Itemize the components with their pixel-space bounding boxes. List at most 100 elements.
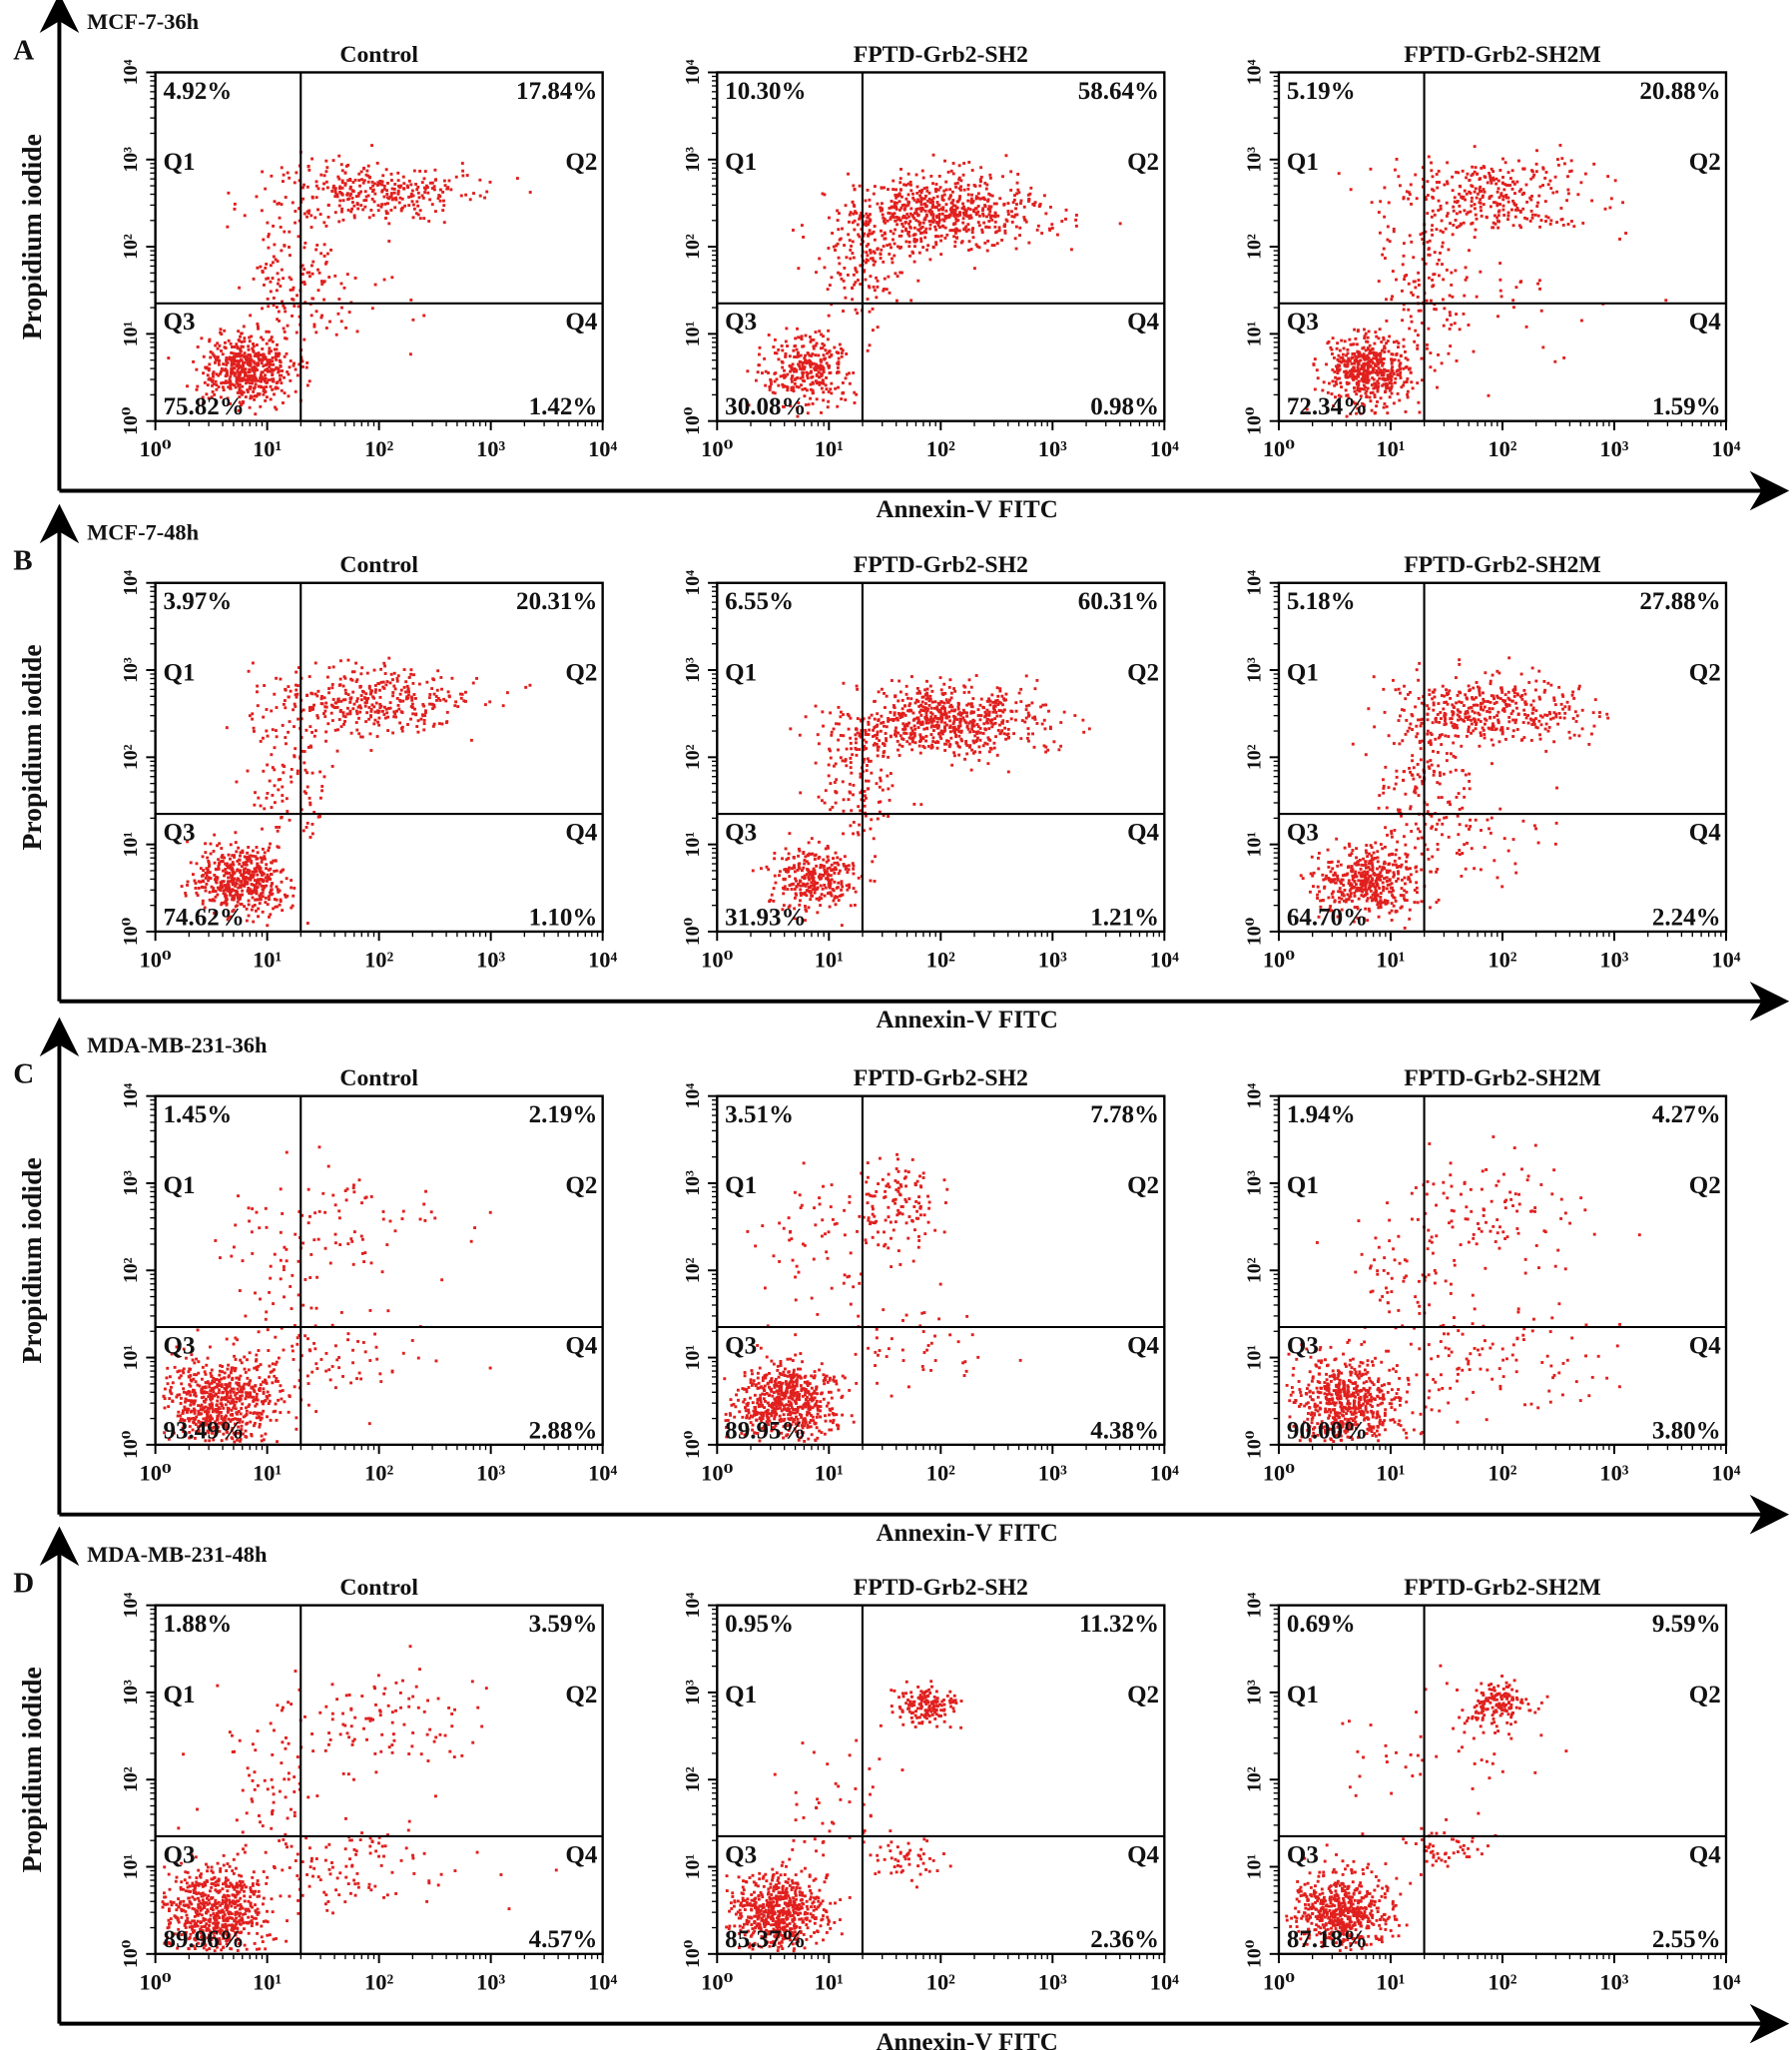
event-dot (235, 352, 239, 355)
event-dot (248, 356, 252, 360)
event-dot (217, 373, 221, 377)
event-dot (436, 696, 440, 700)
event-dot (790, 888, 794, 891)
event-dot (879, 206, 883, 210)
event-dot (784, 340, 788, 343)
event-dot (255, 892, 259, 896)
event-dot (271, 261, 275, 265)
panel-title: FPTD-Grb2-SH2 (854, 552, 1028, 578)
event-dot (943, 236, 947, 240)
y-tick-label: 10¹ (120, 832, 142, 858)
event-dot (1074, 224, 1078, 228)
event-dot (343, 688, 347, 692)
event-dot (981, 212, 985, 216)
event-dot (304, 728, 308, 732)
event-dot (363, 697, 367, 701)
event-dot (199, 867, 203, 871)
event-dot (268, 351, 272, 355)
event-dot (892, 232, 896, 236)
event-dot (869, 879, 873, 883)
event-dot (346, 208, 350, 212)
event-dot (247, 887, 251, 890)
event-dot (1356, 406, 1360, 410)
event-dot (835, 350, 839, 354)
event-dot (301, 186, 304, 190)
event-dot (950, 201, 954, 205)
event-dot (952, 235, 956, 239)
event-dot (343, 171, 347, 175)
event-dot (852, 203, 856, 207)
event-dot (319, 697, 323, 701)
event-dot (1537, 279, 1541, 283)
event-dot (821, 192, 825, 196)
event-dot (882, 260, 886, 264)
event-dot (1416, 334, 1420, 338)
event-dot (315, 714, 319, 718)
event-dot (249, 396, 253, 400)
event-dot (417, 682, 421, 686)
event-dot (1451, 175, 1455, 179)
event-dot (858, 184, 862, 188)
event-dot (249, 353, 252, 357)
event-dot (955, 219, 959, 223)
event-dot (980, 231, 984, 235)
event-dot (225, 898, 229, 902)
event-dot (1352, 365, 1356, 369)
event-dot (409, 183, 413, 187)
event-dot (371, 695, 375, 699)
event-dot (255, 846, 259, 849)
event-dot (338, 683, 342, 687)
event-dot (856, 223, 860, 227)
event-dot (815, 362, 819, 366)
event-dot (447, 694, 451, 698)
event-dot (1351, 352, 1355, 355)
event-dot (276, 202, 280, 206)
event-dot (1468, 178, 1472, 182)
event-dot (418, 169, 422, 173)
event-dot (365, 711, 369, 715)
event-dot (231, 861, 235, 865)
event-dot (950, 705, 954, 709)
event-dot (233, 202, 237, 206)
event-dot (443, 184, 447, 188)
event-dot (290, 906, 294, 910)
event-dot (1534, 162, 1538, 166)
event-dot (402, 182, 406, 186)
event-dot (213, 833, 217, 837)
event-dot (798, 733, 802, 737)
event-dot (235, 850, 239, 854)
event-dot (1014, 225, 1018, 229)
event-dot (790, 883, 794, 887)
event-dot (869, 275, 873, 279)
event-dot (399, 207, 403, 211)
event-dot (292, 298, 296, 302)
event-dot (342, 722, 345, 726)
event-dot (839, 237, 843, 241)
event-dot (890, 257, 894, 261)
event-dot (242, 868, 246, 872)
event-dot (1369, 167, 1373, 171)
event-dot (1014, 247, 1018, 251)
event-dot (873, 238, 877, 242)
event-dot (204, 876, 208, 880)
event-dot (959, 717, 963, 721)
event-dot (1459, 222, 1463, 226)
event-dot (1515, 180, 1519, 184)
event-dot (914, 200, 918, 204)
event-dot (792, 856, 796, 859)
event-dot (359, 698, 363, 702)
event-dot (369, 749, 373, 752)
event-dot (225, 862, 229, 866)
event-dot (246, 377, 249, 381)
event-dot (1501, 176, 1504, 179)
event-dot (271, 355, 275, 359)
event-dot (952, 714, 955, 718)
event-dot (219, 860, 223, 864)
event-dot (1474, 166, 1478, 170)
event-dot (208, 376, 212, 380)
event-dot (1463, 294, 1467, 298)
event-dot (845, 256, 849, 260)
event-dot (1012, 215, 1016, 219)
event-dot (1351, 355, 1355, 359)
event-dot (995, 230, 999, 234)
